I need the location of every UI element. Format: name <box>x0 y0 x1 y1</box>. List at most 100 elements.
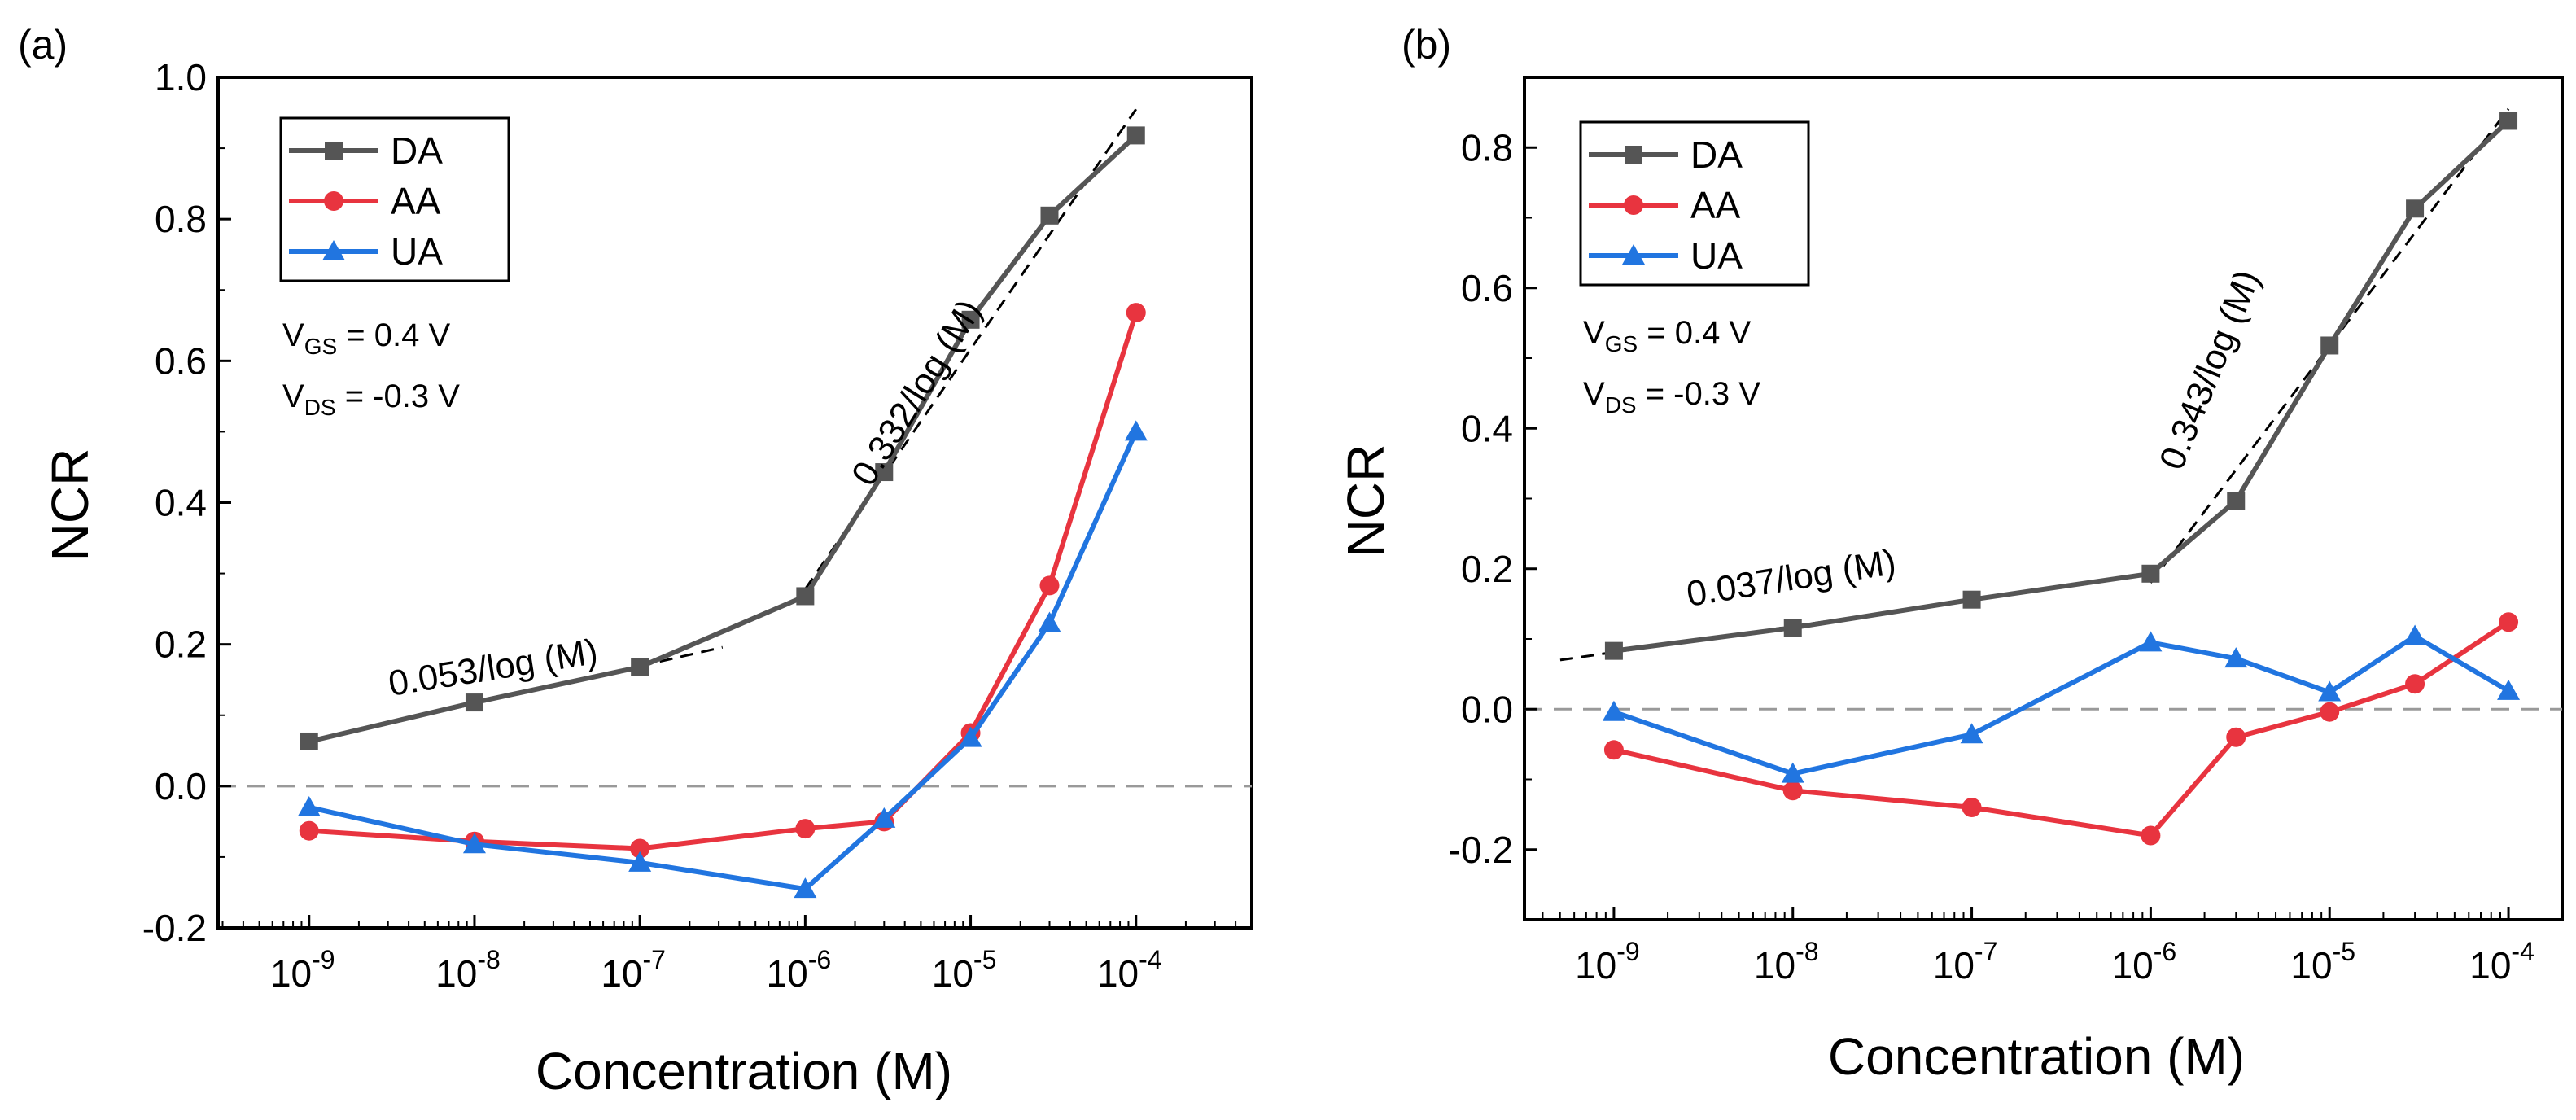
data-point-da <box>875 463 894 482</box>
panel-a-label: (a) <box>18 22 68 68</box>
data-point-ua <box>628 851 652 872</box>
panel-a-x-axis-title: Concentration (M) <box>536 1042 952 1100</box>
panel-b-x-axis-ticks: 10-9 10-8 10-7 10-6 10-5 10-4 <box>1542 907 2534 987</box>
series-da <box>1604 112 2518 660</box>
panel-a-high-slope-label: 0.332/log (M) <box>844 292 990 492</box>
legend-marker <box>1624 195 1643 215</box>
y-tick-label: 0.2 <box>1461 548 1513 590</box>
y-tick-label: 1.0 <box>155 56 207 98</box>
series-da <box>300 126 1145 750</box>
panel-b-low-slope-label: 0.037/log (M) <box>1684 542 1899 615</box>
series-ua-line <box>1612 633 2510 777</box>
data-point-aa <box>2405 674 2425 694</box>
data-point-da <box>2499 112 2518 130</box>
data-point-da <box>1783 619 1802 637</box>
x-tick-label: 10-9 <box>270 945 335 995</box>
data-point-aa <box>2499 612 2519 632</box>
panel-a-y-axis-ticks: -0.2 0.0 0.2 0.4 0.6 0.8 1.0 <box>142 56 231 949</box>
panel-a-y-axis-title: NCR <box>41 448 99 562</box>
panel-b-x-axis-title: Concentration (M) <box>1828 1027 2245 1086</box>
series-da-line <box>308 133 1138 744</box>
data-point-da <box>796 587 815 606</box>
panel-b-series <box>1602 112 2521 846</box>
x-tick-label: 10-4 <box>1097 945 1162 995</box>
x-tick-label: 10-4 <box>2469 937 2534 987</box>
data-point-da <box>300 732 318 750</box>
series-ua-line <box>308 431 1139 892</box>
legend-label: UA <box>1690 234 1743 277</box>
legend-label: AA <box>391 180 441 222</box>
legend-marker <box>1622 244 1645 265</box>
data-point-aa <box>1603 740 1624 760</box>
data-point-aa <box>299 820 319 841</box>
y-tick-label: -0.2 <box>142 907 207 949</box>
x-tick-label: 10-8 <box>435 945 501 995</box>
legend-entry-aa: AA <box>289 180 441 222</box>
data-point-ua <box>2403 624 2427 645</box>
data-point-da <box>1040 206 1059 225</box>
data-point-aa <box>2141 825 2161 846</box>
y-tick-label: 0.8 <box>155 198 207 240</box>
x-tick-label: 10-7 <box>601 945 666 995</box>
data-point-ua <box>2139 631 2163 652</box>
legend-label: DA <box>1690 133 1743 176</box>
x-tick-label: 10-5 <box>932 945 997 995</box>
panel-b-legend: DA AA UA <box>1579 120 1810 287</box>
y-tick-label: 0.8 <box>1461 126 1513 168</box>
data-point-ua <box>1960 723 1983 744</box>
data-point-da <box>961 310 980 329</box>
data-point-ua <box>2318 680 2342 702</box>
data-point-aa <box>630 838 650 859</box>
series-ua <box>297 420 1148 899</box>
legend-entry-ua: UA <box>289 230 443 273</box>
panel-b-y-axis-ticks: -0.2 0.0 0.2 0.4 0.6 0.8 <box>1449 126 1537 871</box>
series-da-line <box>1613 119 2511 654</box>
legend-entry-aa: AA <box>1589 184 1741 226</box>
panel-b-high-slope-label: 0.343/log (M) <box>2152 265 2268 475</box>
panel-a-vds-annotation: VDS = -0.3 V <box>282 378 460 420</box>
data-point-ua <box>959 726 982 747</box>
data-point-ua <box>2497 679 2521 700</box>
panel-a: (a) -0.20.00.20.40.60.81.0 10-9 10-8 10-7 1… <box>18 22 1253 1100</box>
y-tick-label: 0.0 <box>1461 688 1513 730</box>
x-tick-label: 10-6 <box>767 945 832 995</box>
data-point-ua <box>297 795 321 816</box>
data-point-ua <box>1124 420 1148 441</box>
legend-entry-ua: UA <box>1589 234 1743 277</box>
data-point-aa <box>2226 727 2246 747</box>
data-point-da <box>2141 564 2160 583</box>
legend-marker <box>324 191 343 211</box>
x-tick-label: 10-7 <box>1933 937 1998 987</box>
data-point-da <box>1604 641 1623 660</box>
panel-a-series <box>297 126 1148 899</box>
series-aa-line <box>308 312 1139 851</box>
y-tick-label: 0.4 <box>155 482 207 524</box>
panel-a-low-slope-label: 0.053/log (M) <box>386 632 601 704</box>
data-point-ua <box>1038 611 1061 632</box>
panel-b-vds-annotation: VDS = -0.3 V <box>1583 376 1760 418</box>
panel-b-label: (b) <box>1402 22 1451 68</box>
data-point-aa <box>1039 575 1060 596</box>
panel-b: (b) -0.2 0.0 0.2 0.4 0.6 0.8 10-9 10-8 10-7 10-6… <box>1336 22 2564 1086</box>
x-tick-label: 10-6 <box>2112 937 2177 987</box>
data-point-da <box>631 658 649 676</box>
x-tick-label: 10-5 <box>2290 937 2355 987</box>
x-tick-label: 10-8 <box>1754 937 1819 987</box>
y-tick-label: -0.2 <box>1449 829 1513 871</box>
data-point-ua <box>873 807 896 828</box>
series-aa-line <box>1613 619 2510 838</box>
data-point-aa <box>1126 303 1146 323</box>
data-point-da <box>2320 336 2339 355</box>
legend-label: UA <box>391 230 443 273</box>
legend-marker <box>1625 146 1642 164</box>
panel-b-y-axis-title: NCR <box>1336 444 1395 558</box>
series-ua <box>1602 624 2521 783</box>
data-point-da <box>2227 492 2246 510</box>
y-tick-label: 0.4 <box>1461 407 1513 449</box>
legend-marker <box>325 142 343 160</box>
data-point-aa <box>1962 798 1982 817</box>
x-tick-label: 10-9 <box>1575 937 1640 987</box>
data-point-aa <box>2320 702 2340 722</box>
data-point-ua <box>794 877 817 899</box>
